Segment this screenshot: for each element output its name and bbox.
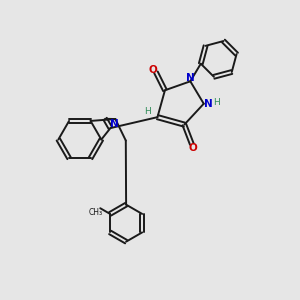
Text: H: H bbox=[213, 98, 220, 107]
Text: N: N bbox=[110, 119, 119, 129]
Text: O: O bbox=[148, 65, 158, 75]
Text: CH₃: CH₃ bbox=[89, 208, 103, 217]
Text: H: H bbox=[145, 107, 151, 116]
Text: N: N bbox=[205, 99, 213, 109]
Text: O: O bbox=[189, 142, 198, 153]
Text: N: N bbox=[186, 73, 195, 83]
